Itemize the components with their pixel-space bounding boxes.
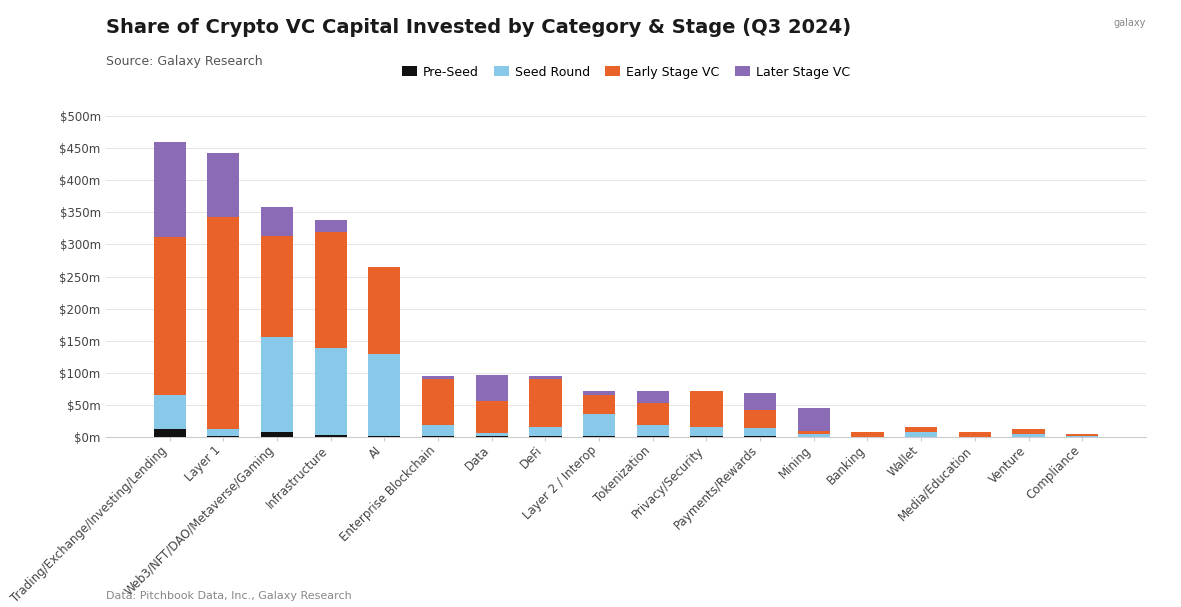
Bar bbox=[422, 376, 455, 379]
Bar bbox=[797, 434, 830, 437]
Text: galaxy: galaxy bbox=[1114, 18, 1146, 28]
Bar bbox=[637, 436, 668, 437]
Bar bbox=[422, 426, 455, 436]
Text: Source: Galaxy Research: Source: Galaxy Research bbox=[106, 55, 263, 67]
Bar bbox=[314, 348, 347, 435]
Bar bbox=[314, 435, 347, 437]
Bar bbox=[1066, 435, 1098, 436]
Bar bbox=[744, 393, 776, 410]
Bar bbox=[261, 337, 293, 432]
Bar bbox=[797, 408, 830, 430]
Bar bbox=[744, 410, 776, 428]
Bar bbox=[476, 401, 508, 433]
Bar bbox=[1012, 434, 1045, 437]
Bar bbox=[476, 436, 508, 437]
Bar bbox=[852, 432, 883, 437]
Bar bbox=[368, 353, 400, 436]
Bar bbox=[637, 392, 668, 403]
Bar bbox=[207, 429, 240, 436]
Bar bbox=[691, 436, 723, 437]
Bar bbox=[583, 395, 615, 414]
Bar bbox=[529, 436, 561, 437]
Bar bbox=[207, 153, 240, 217]
Bar bbox=[583, 414, 615, 436]
Bar bbox=[476, 375, 508, 401]
Bar bbox=[744, 428, 776, 436]
Bar bbox=[583, 392, 615, 395]
Bar bbox=[422, 436, 455, 437]
Bar bbox=[207, 217, 240, 429]
Bar bbox=[207, 436, 240, 437]
Bar bbox=[529, 427, 561, 436]
Bar bbox=[422, 379, 455, 426]
Bar bbox=[314, 220, 347, 232]
Bar bbox=[154, 429, 185, 437]
Bar bbox=[959, 432, 991, 437]
Bar bbox=[637, 426, 668, 436]
Bar bbox=[691, 427, 723, 436]
Bar bbox=[1066, 436, 1098, 437]
Bar bbox=[154, 237, 185, 395]
Bar bbox=[261, 432, 293, 437]
Bar bbox=[368, 267, 400, 353]
Bar bbox=[261, 207, 293, 236]
Bar bbox=[905, 427, 938, 432]
Text: Data: Pitchbook Data, Inc., Galaxy Research: Data: Pitchbook Data, Inc., Galaxy Resea… bbox=[106, 591, 352, 601]
Bar bbox=[529, 379, 561, 427]
Bar bbox=[691, 392, 723, 427]
Bar bbox=[797, 430, 830, 434]
Bar bbox=[1012, 429, 1045, 434]
Bar bbox=[154, 395, 185, 429]
Text: Share of Crypto VC Capital Invested by Category & Stage (Q3 2024): Share of Crypto VC Capital Invested by C… bbox=[106, 18, 852, 37]
Legend: Pre-Seed, Seed Round, Early Stage VC, Later Stage VC: Pre-Seed, Seed Round, Early Stage VC, La… bbox=[397, 61, 855, 84]
Bar bbox=[583, 436, 615, 437]
Bar bbox=[637, 403, 668, 426]
Bar bbox=[154, 141, 185, 237]
Bar bbox=[261, 236, 293, 337]
Bar bbox=[368, 436, 400, 437]
Bar bbox=[314, 232, 347, 348]
Bar bbox=[476, 433, 508, 436]
Bar bbox=[529, 376, 561, 379]
Bar bbox=[744, 436, 776, 437]
Bar bbox=[905, 432, 938, 437]
